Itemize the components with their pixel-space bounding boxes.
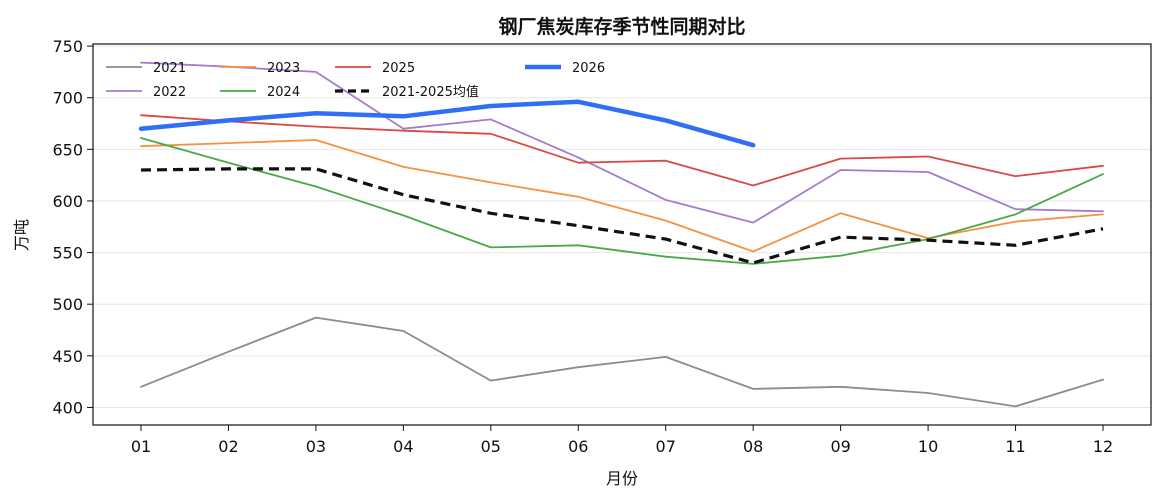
legend-label-2022: 2022 <box>153 85 186 100</box>
y-tick-label: 750 <box>52 37 83 56</box>
x-tick-label: 09 <box>830 437 850 456</box>
series-lines <box>138 61 1104 408</box>
x-tick-label: 12 <box>1093 437 1113 456</box>
legend-label-2024: 2024 <box>267 85 300 100</box>
x-tick-label: 07 <box>656 437 676 456</box>
x-tick-label: 03 <box>306 437 326 456</box>
y-tick-label: 700 <box>52 89 83 108</box>
y-tick-label: 650 <box>52 140 83 159</box>
legend: 2021 2023 2025 2026 2022 2024 2021-2025均值 <box>106 61 605 100</box>
x-tick-label: 02 <box>218 437 238 456</box>
x-axis-title: 月份 <box>606 469 638 488</box>
legend-label-2021-2025均值: 2021-2025均值 <box>382 84 479 100</box>
series-line-2026 <box>138 99 756 148</box>
legend-label-2026: 2026 <box>572 61 605 76</box>
plot-frame <box>92 43 1152 426</box>
x-tick-label: 05 <box>481 437 501 456</box>
grid-lines <box>93 45 1151 408</box>
chart-title: 钢厂焦炭库存季节性同期对比 <box>498 15 745 38</box>
series-line-2024 <box>140 137 1104 265</box>
x-tick-label: 01 <box>131 437 151 456</box>
y-axis-ticks: 400 450 500 550 600 650 700 750 <box>52 37 93 417</box>
x-tick-label: 04 <box>393 437 413 456</box>
series-line-2021-2025均值 <box>140 167 1104 265</box>
y-axis-title: 万吨 <box>12 219 31 251</box>
y-tick-label: 600 <box>52 192 83 211</box>
x-tick-label: 08 <box>743 437 763 456</box>
y-tick-label: 500 <box>52 295 83 314</box>
y-tick-label: 550 <box>52 244 83 263</box>
series-line-2021 <box>140 316 1104 408</box>
legend-label-2023: 2023 <box>267 61 300 76</box>
y-tick-label: 400 <box>52 398 83 417</box>
x-tick-label: 10 <box>918 437 938 456</box>
x-tick-label: 06 <box>568 437 588 456</box>
series-line-2022 <box>140 61 1104 224</box>
y-tick-label: 450 <box>52 347 83 366</box>
series-line-2025 <box>140 114 1104 187</box>
x-axis-ticks: 01 02 03 04 05 06 07 08 09 10 11 12 <box>131 425 1113 456</box>
legend-label-2021: 2021 <box>153 61 186 76</box>
legend-label-2025: 2025 <box>382 61 415 76</box>
x-tick-label: 11 <box>1005 437 1025 456</box>
